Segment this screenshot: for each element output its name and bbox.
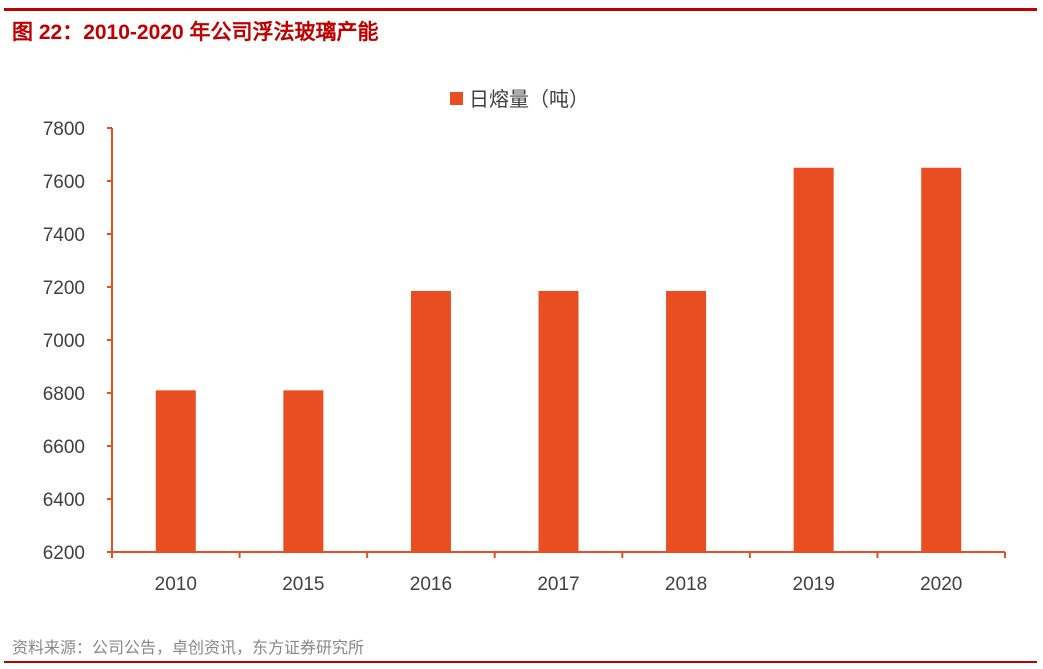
y-tick-label: 7600 <box>43 172 85 193</box>
x-tick-label: 2015 <box>282 574 324 595</box>
y-tick-label: 6200 <box>43 543 85 564</box>
legend-swatch <box>450 92 463 105</box>
bar-2016 <box>410 290 451 552</box>
x-tick-label: 2018 <box>665 574 707 595</box>
y-tick-label: 7200 <box>43 278 85 299</box>
y-tick-label: 7800 <box>43 119 85 140</box>
y-tick-label: 6400 <box>43 490 85 511</box>
legend-label: 日熔量（吨） <box>469 87 589 111</box>
bar-2017 <box>538 290 579 552</box>
y-tick-label: 7400 <box>43 225 85 246</box>
bar-2015 <box>283 390 324 552</box>
bottom-rule <box>4 661 1037 663</box>
bar-2010 <box>155 390 196 552</box>
bar-2020 <box>921 167 962 552</box>
top-rule <box>4 8 1037 11</box>
y-tick-label: 7000 <box>43 331 85 352</box>
bar-2019 <box>793 167 834 552</box>
y-tick-label: 6800 <box>43 384 85 405</box>
x-tick-label: 2019 <box>793 574 835 595</box>
x-tick-label: 2017 <box>537 574 579 595</box>
x-tick-label: 2010 <box>155 574 197 595</box>
figure-title: 图 22：2010-2020 年公司浮法玻璃产能 <box>12 21 379 44</box>
source-note: 资料来源：公司公告，卓创资讯，东方证券研究所 <box>12 638 365 657</box>
x-tick-label: 2016 <box>410 574 452 595</box>
x-tick-label: 2020 <box>920 574 962 595</box>
y-tick-label: 6600 <box>43 437 85 458</box>
bar-2018 <box>666 290 707 552</box>
